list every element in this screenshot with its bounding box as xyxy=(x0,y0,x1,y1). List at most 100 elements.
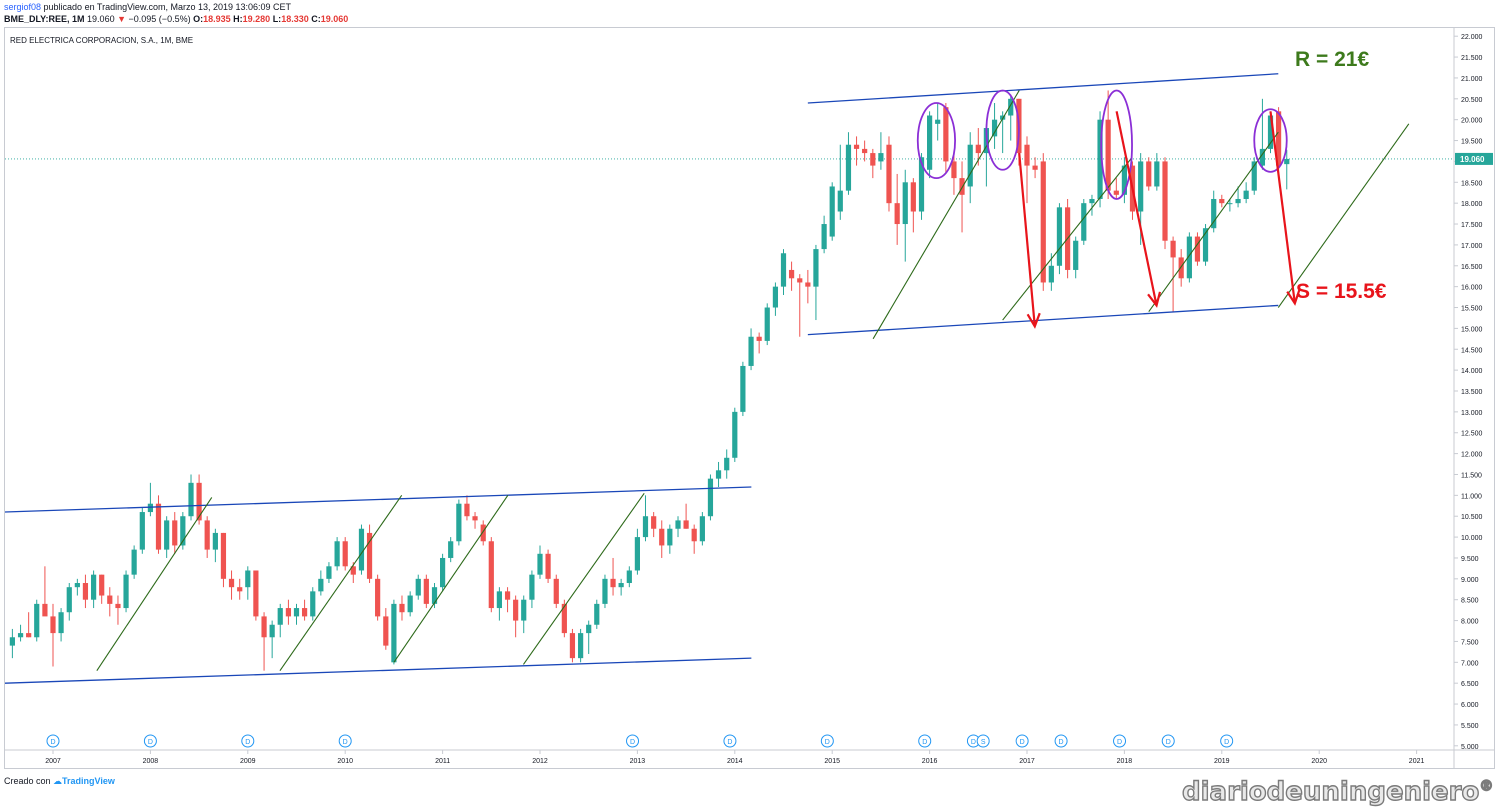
candle-body xyxy=(42,603,48,617)
dividend-marker-circle xyxy=(820,734,834,748)
candle-body xyxy=(212,532,218,550)
price-axis: 5.000 5.500 6.000 6.500 7.000 7.500 8.000 8.500… xyxy=(1454,34,1483,751)
ohlc-legend: BME_DLY:REE, 1M 19.060 ▼ −0.095 (−0.5%) … xyxy=(4,14,348,24)
trend-line xyxy=(393,495,509,663)
time-tick-label: 2019 xyxy=(1214,758,1230,765)
candle-body xyxy=(862,148,868,154)
candle-body xyxy=(496,591,502,609)
dividend-marker-letter: D xyxy=(825,739,830,746)
candle-body xyxy=(951,161,957,179)
candle-body xyxy=(845,144,852,191)
candle-body xyxy=(561,603,567,634)
created-with-text: Creado con xyxy=(4,776,51,786)
candle-body xyxy=(748,336,754,366)
time-tick-label: 2011 xyxy=(435,758,450,765)
candle-body xyxy=(99,574,105,596)
price-tick-label: 15.000 xyxy=(1461,326,1483,333)
tradingview-brand[interactable]: TradingView xyxy=(62,776,115,786)
chart-frame[interactable]: RED ELECTRICA CORPORACION, S.A., 1M, BME… xyxy=(4,27,1495,769)
dividend-marker-circle xyxy=(241,734,255,748)
support-label: S = 15.5€ xyxy=(1296,280,1387,303)
candle-body xyxy=(253,570,259,617)
candle-body xyxy=(196,482,202,521)
candle-body xyxy=(464,503,470,517)
candle-body xyxy=(147,503,153,513)
arrow-head xyxy=(1147,291,1162,308)
price-change: −0.095 (−0.5%) xyxy=(128,14,191,24)
price-tick-label: 21.500 xyxy=(1461,55,1483,62)
candle-body xyxy=(975,144,981,154)
price-tick-label: 5.500 xyxy=(1461,723,1479,730)
candle-body xyxy=(301,608,308,617)
candle-body xyxy=(894,203,900,225)
channel-lines xyxy=(5,73,1279,684)
dividend-marker-letter: D xyxy=(971,739,976,746)
price-tick-label: 11.500 xyxy=(1461,472,1482,479)
candle-body xyxy=(886,144,892,204)
dividend-marker-letter: D xyxy=(1020,739,1025,746)
candle-body xyxy=(1138,161,1144,212)
candle-body xyxy=(1251,161,1257,191)
candle-body xyxy=(1105,119,1111,191)
price-tick-label: 16.000 xyxy=(1461,285,1483,292)
trend-line xyxy=(872,90,1020,340)
watermark-text: diariodeuningeniero xyxy=(1181,776,1480,807)
candle-body xyxy=(1032,165,1038,170)
last-price-badge-label: 19.060 xyxy=(1460,155,1485,164)
candle-body xyxy=(310,591,316,617)
candle-body xyxy=(740,365,746,412)
candle-body xyxy=(578,633,584,659)
arrow-shaft xyxy=(1269,111,1296,304)
candle-body xyxy=(172,520,178,546)
publish-info: sergiof08 publicado en TradingView.com, … xyxy=(4,2,291,12)
trend-line xyxy=(522,492,645,665)
dividend-marker-letter: D xyxy=(1166,739,1171,746)
candle-body xyxy=(1024,144,1030,166)
time-tick-label: 2013 xyxy=(630,758,646,765)
candle-body xyxy=(1056,207,1063,266)
author-link[interactable]: sergiof08 xyxy=(4,2,42,12)
price-tick-label: 10.000 xyxy=(1461,535,1483,542)
time-tick-label: 2018 xyxy=(1117,758,1133,765)
candle-body xyxy=(1194,236,1201,262)
price-tick-label: 11.000 xyxy=(1461,493,1482,500)
time-tick-label: 2021 xyxy=(1409,758,1425,765)
dividend-marker-circle xyxy=(723,734,737,748)
candle-body xyxy=(943,107,949,162)
price-chart[interactable]: RED ELECTRICA CORPORACION, S.A., 1M, BME… xyxy=(5,28,1494,768)
time-tick-label: 2015 xyxy=(824,758,840,765)
price-tick-label: 16.500 xyxy=(1461,264,1483,271)
dividend-marker-circle xyxy=(1220,734,1234,748)
candle-body xyxy=(407,595,413,613)
candle-body xyxy=(1202,228,1209,262)
split-marker-circle xyxy=(976,734,990,748)
dividend-marker-circle xyxy=(1161,734,1175,748)
dividend-marker-circle xyxy=(626,734,640,748)
trend-line xyxy=(279,495,403,671)
dividend-marker-letter: D xyxy=(343,739,348,746)
arrow-head xyxy=(1026,312,1041,329)
price-tick-label: 13.000 xyxy=(1461,410,1483,417)
candle-body xyxy=(991,119,998,137)
candle-body xyxy=(1146,161,1152,187)
candle-body xyxy=(626,570,632,584)
candle-body xyxy=(1089,198,1095,204)
candle-body xyxy=(1178,257,1184,279)
candle-body xyxy=(707,478,714,517)
candle-body xyxy=(91,574,97,600)
dividend-marker-circle xyxy=(46,734,60,748)
candle-body xyxy=(1081,203,1087,241)
publish-text: publicado en TradingView.com, Marzo 13, … xyxy=(41,2,292,12)
candle-body xyxy=(594,603,600,625)
candle-body xyxy=(204,520,210,550)
candle-body xyxy=(1235,198,1241,204)
highlight-ellipse xyxy=(1100,89,1133,200)
price-tick-label: 19.500 xyxy=(1461,139,1483,146)
candle-body xyxy=(237,587,243,592)
candle-body xyxy=(1186,236,1192,279)
candle-body xyxy=(1008,98,1014,116)
candle-body xyxy=(74,583,80,588)
candle-body xyxy=(1284,158,1290,165)
trend-line xyxy=(1148,131,1279,313)
candle-body xyxy=(545,553,551,579)
